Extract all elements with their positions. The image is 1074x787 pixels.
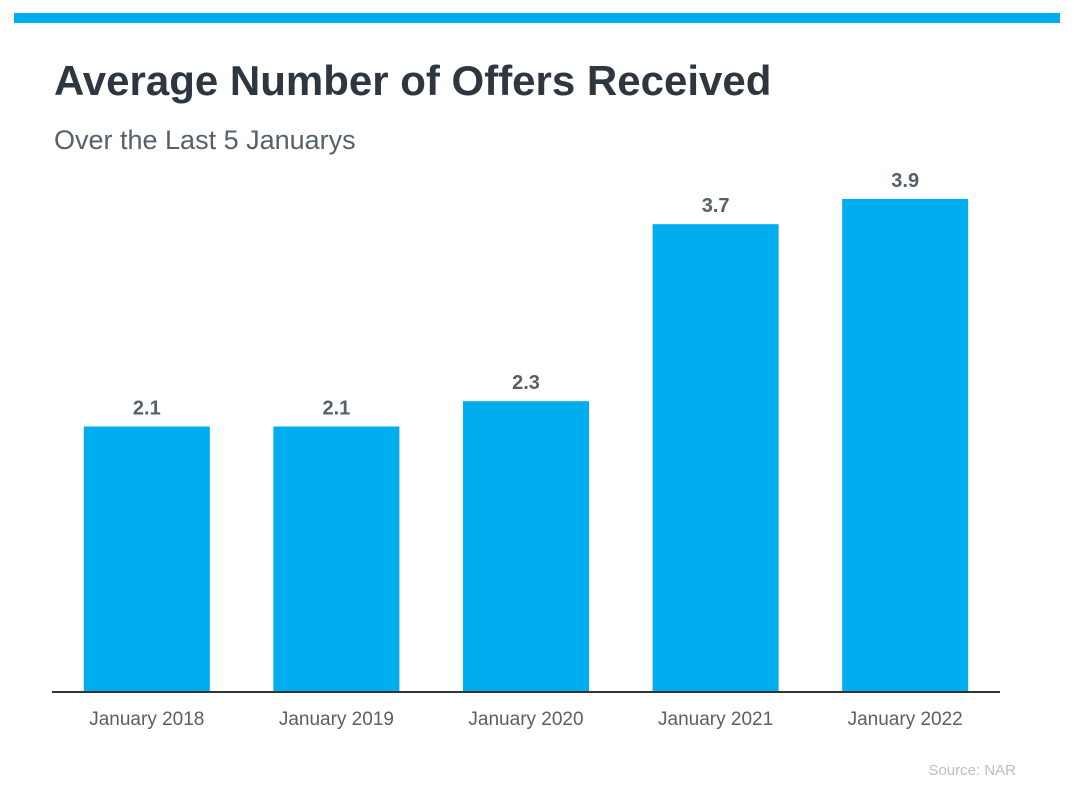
x-tick-label: January 2021 [658,709,773,730]
bars-group [83,198,969,692]
bar [842,198,969,692]
bar-value-label: 2.1 [322,398,350,420]
top-accent-bar [14,13,1060,23]
bar-value-label: 3.7 [702,195,730,217]
source-note: Source: NAR [928,762,1016,779]
bar-value-label: 3.9 [891,170,919,192]
category-labels-group: January 2018 January 2019 January 2020 Janu… [89,709,963,730]
x-tick-label: January 2020 [468,709,583,730]
value-labels-group: 2.1 2.1 2.3 3.7 3.9 [133,170,919,420]
x-tick-label: January 2019 [279,709,394,730]
chart-title: Average Number of Offers Received [54,57,772,104]
x-tick-label: January 2018 [89,709,204,730]
bar-value-label: 2.1 [133,398,161,420]
bar [273,426,400,692]
chart-subtitle: Over the Last 5 Januarys [54,125,356,155]
bar [83,426,210,692]
bar [652,224,779,692]
bar-value-label: 2.3 [512,372,540,394]
bar [463,401,589,692]
x-tick-label: January 2022 [848,709,963,730]
